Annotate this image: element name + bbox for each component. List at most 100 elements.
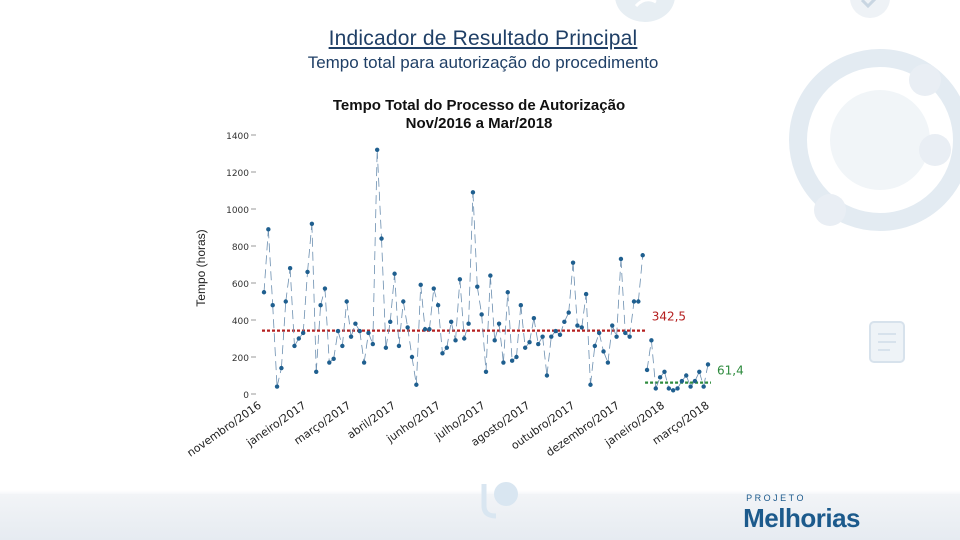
data-point xyxy=(670,388,676,393)
data-point xyxy=(518,303,524,308)
series-segment xyxy=(411,356,417,385)
data-point xyxy=(431,286,436,291)
data-point xyxy=(596,330,602,336)
data-point xyxy=(448,319,454,325)
data-point xyxy=(549,334,554,339)
series-segment xyxy=(420,284,426,330)
series-segment xyxy=(494,323,500,341)
data-point xyxy=(579,325,584,330)
data-point xyxy=(557,332,563,337)
series-segment xyxy=(581,294,587,328)
data-point xyxy=(427,327,432,332)
series-segment xyxy=(389,273,395,322)
decorative-top-shapes xyxy=(615,0,890,22)
data-point xyxy=(623,330,628,336)
data-point xyxy=(649,338,654,343)
clipboard-icon xyxy=(869,321,905,363)
series-segment xyxy=(302,271,308,333)
series-segment xyxy=(402,301,409,328)
data-point xyxy=(601,349,606,354)
data-point xyxy=(379,236,384,241)
series-segment xyxy=(267,229,274,306)
data-point xyxy=(475,284,480,289)
data-point xyxy=(457,277,463,282)
data-point xyxy=(331,356,336,362)
series-segment xyxy=(664,371,670,389)
series-segment xyxy=(529,318,535,343)
data-point xyxy=(335,328,341,334)
logo-projeto-text: PROJETO xyxy=(746,493,806,503)
series-segment xyxy=(485,275,491,372)
data-point xyxy=(305,269,310,275)
data-point xyxy=(327,360,332,365)
data-point xyxy=(679,378,685,384)
decorative-process-cycle xyxy=(789,49,960,363)
data-point xyxy=(575,323,580,328)
mean-labels: 342,5 61,4 xyxy=(652,310,744,378)
series-segment xyxy=(559,321,565,335)
data-point xyxy=(409,354,415,360)
series-segment xyxy=(376,149,382,239)
y-tick-label: 400 xyxy=(232,317,249,327)
series-segment xyxy=(572,262,578,326)
decorative-drop-icon xyxy=(481,482,518,519)
series-segment xyxy=(585,294,591,385)
data-point xyxy=(361,360,367,365)
data-point xyxy=(261,290,267,295)
data-point xyxy=(374,147,380,152)
data-point xyxy=(605,360,611,365)
data-point xyxy=(492,338,497,343)
data-point xyxy=(483,369,489,374)
chart-title: Tempo Total do Processo de Autorização xyxy=(333,97,625,114)
slide-subtitle: Tempo total para autorização do procedim… xyxy=(307,53,659,72)
series-segment xyxy=(476,286,483,315)
series-segment xyxy=(307,223,313,272)
data-point xyxy=(370,341,376,347)
series-segment xyxy=(407,327,413,358)
chart-axes: 0200400600800100012001400novembro/2016ja… xyxy=(185,132,712,460)
chart-subtitle: Nov/2016 a Mar/2018 xyxy=(406,115,553,132)
series-segment xyxy=(594,332,600,347)
series-segment xyxy=(385,321,391,348)
y-tick-label: 200 xyxy=(232,354,249,364)
data-point xyxy=(562,319,567,325)
data-point xyxy=(684,373,689,378)
data-point xyxy=(392,271,397,276)
series-segment xyxy=(394,273,400,346)
logo-brand-text: Melhorias xyxy=(743,503,860,533)
series-segment xyxy=(598,332,604,352)
series-segment xyxy=(698,371,705,387)
series-segment xyxy=(311,223,317,372)
data-point xyxy=(401,299,406,304)
data-point xyxy=(270,303,275,308)
series-segment xyxy=(616,258,622,337)
leaf-icon xyxy=(615,0,675,22)
cycle-node-icon xyxy=(919,134,951,166)
data-point xyxy=(353,321,358,326)
series-segment xyxy=(350,323,356,337)
series-segment xyxy=(346,301,352,337)
data-point xyxy=(588,382,593,387)
cycle-node-icon xyxy=(909,64,941,96)
data-point xyxy=(300,330,306,336)
data-point xyxy=(274,384,280,389)
data-point xyxy=(405,325,410,330)
series-segment xyxy=(629,301,635,337)
data-point xyxy=(522,345,528,350)
series-segment xyxy=(703,364,709,387)
series-segment xyxy=(372,149,378,345)
data-point xyxy=(631,299,637,304)
series-segment xyxy=(398,301,404,346)
data-point xyxy=(544,373,550,378)
data-point xyxy=(540,334,545,339)
y-tick-label: 1000 xyxy=(226,206,249,216)
data-point xyxy=(440,351,445,356)
series-segment xyxy=(433,288,439,306)
series-segment xyxy=(463,323,469,339)
data-point xyxy=(653,386,658,391)
data-point xyxy=(435,303,441,308)
data-point xyxy=(388,319,393,325)
series-segment xyxy=(489,275,496,341)
series-segment xyxy=(459,279,465,339)
data-point xyxy=(644,367,650,373)
